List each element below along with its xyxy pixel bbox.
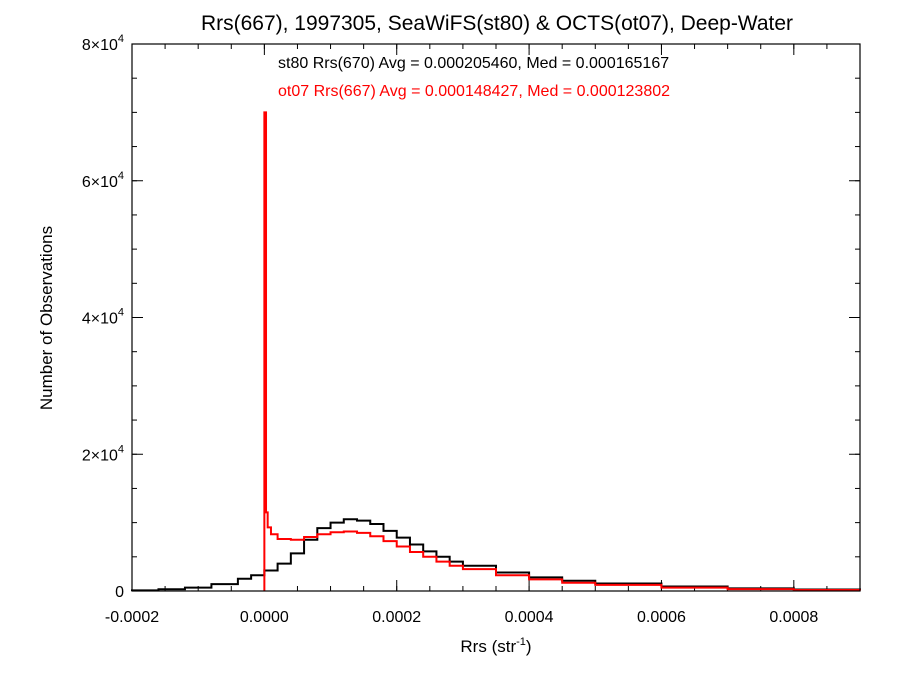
x-tick-label: 0.0000 — [240, 609, 289, 626]
y-axis-label: Number of Observations — [37, 226, 56, 410]
y-tick-label: 2×104 — [82, 443, 124, 464]
y-tick-label-base: 6×10 — [82, 174, 118, 191]
y-tick-label-exponent: 4 — [118, 307, 124, 319]
y-tick-label: 6×104 — [82, 170, 124, 191]
x-tick-label: 0.0008 — [769, 609, 818, 626]
y-tick-label-base: 8×10 — [82, 37, 118, 54]
x-tick-label: 0.0002 — [372, 609, 421, 626]
y-tick-label-base: 0 — [115, 584, 124, 601]
legend-entry-ot07: ot07 Rrs(667) Avg = 0.000148427, Med = 0… — [278, 83, 670, 100]
series-line-st80 — [131, 518, 861, 592]
y-tick-label: 8×104 — [82, 33, 124, 54]
x-axis-label-superscript: -1 — [516, 636, 526, 648]
y-tick-label: 0 — [115, 584, 124, 601]
x-axis-label: Rrs (str-1) — [460, 636, 531, 656]
x-tick-label: -0.0002 — [105, 609, 159, 626]
chart-title: Rrs(667), 1997305, SeaWiFS(st80) & OCTS(… — [201, 12, 793, 35]
x-tick-label: 0.0004 — [505, 609, 554, 626]
y-tick-label-exponent: 4 — [118, 170, 124, 182]
series-line-ot07 — [263, 111, 861, 591]
axis-ticks: -0.0002 0.0000 0.0002 0.0004 0.0006 0.0008 0 2×… — [82, 33, 861, 626]
y-tick-label: 4×104 — [82, 307, 124, 328]
y-tick-label-exponent: 4 — [118, 33, 124, 45]
x-tick-label: 0.0006 — [637, 609, 686, 626]
plot-frame — [131, 43, 861, 592]
y-tick-label-base: 4×10 — [82, 311, 118, 328]
y-tick-label-base: 2×10 — [82, 447, 118, 464]
legend-entry-st80: st80 Rrs(670) Avg = 0.000205460, Med = 0… — [278, 55, 669, 72]
data-series — [131, 111, 861, 592]
y-tick-label-exponent: 4 — [118, 443, 124, 455]
